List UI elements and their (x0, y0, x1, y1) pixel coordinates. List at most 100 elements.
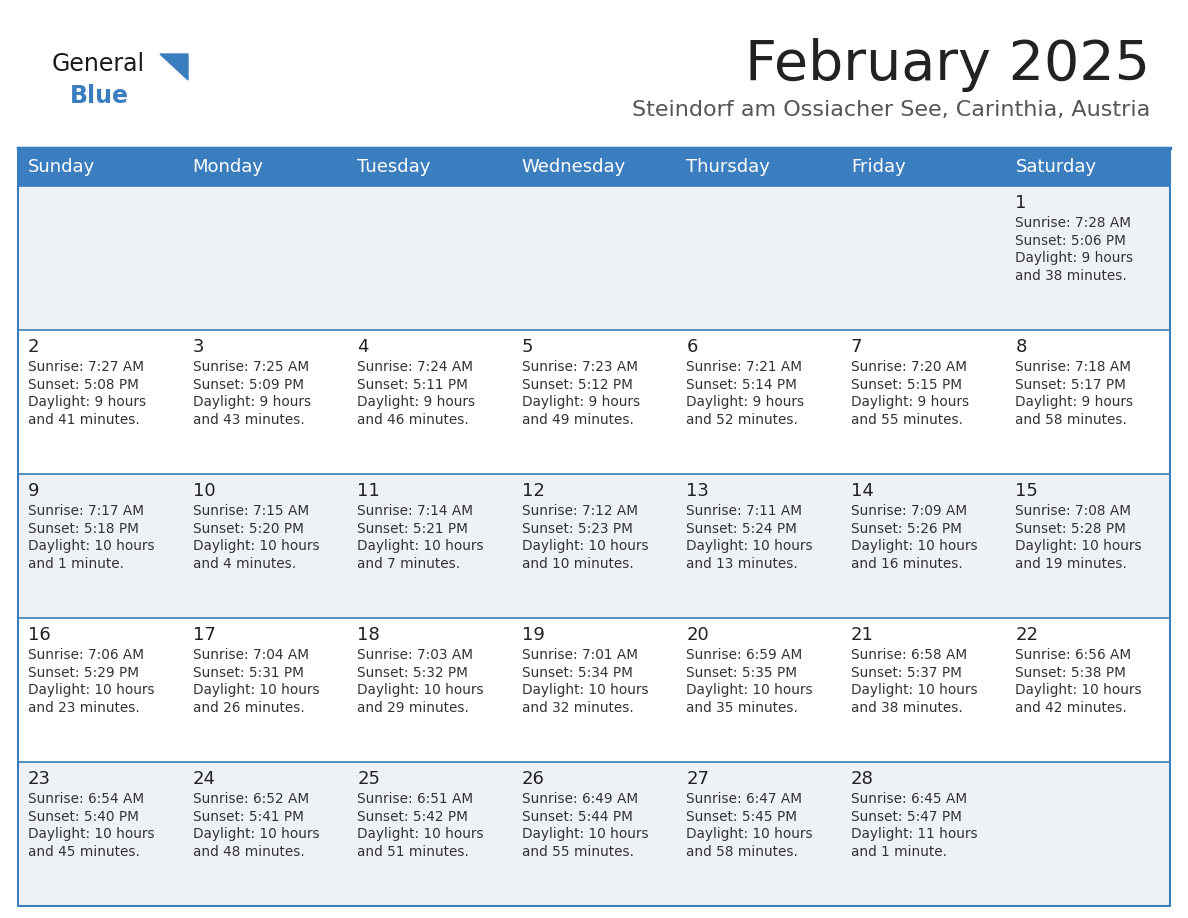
Text: 7: 7 (851, 338, 862, 356)
Text: Sunrise: 6:51 AM: Sunrise: 6:51 AM (358, 792, 473, 806)
Text: Daylight: 10 hours: Daylight: 10 hours (358, 827, 484, 841)
Text: Sunset: 5:20 PM: Sunset: 5:20 PM (192, 521, 303, 535)
Text: Daylight: 10 hours: Daylight: 10 hours (29, 827, 154, 841)
Text: Sunrise: 6:52 AM: Sunrise: 6:52 AM (192, 792, 309, 806)
Text: Sunrise: 7:17 AM: Sunrise: 7:17 AM (29, 504, 144, 518)
Text: Sunset: 5:28 PM: Sunset: 5:28 PM (1016, 521, 1126, 535)
Text: Wednesday: Wednesday (522, 158, 626, 176)
Text: Sunset: 5:11 PM: Sunset: 5:11 PM (358, 377, 468, 391)
Text: 12: 12 (522, 482, 544, 500)
Text: 2: 2 (29, 338, 39, 356)
Text: Saturday: Saturday (1016, 158, 1097, 176)
Text: Sunrise: 7:15 AM: Sunrise: 7:15 AM (192, 504, 309, 518)
Text: Daylight: 10 hours: Daylight: 10 hours (1016, 539, 1142, 553)
Text: Daylight: 10 hours: Daylight: 10 hours (522, 683, 649, 697)
Text: Sunrise: 7:27 AM: Sunrise: 7:27 AM (29, 360, 144, 374)
Text: Daylight: 9 hours: Daylight: 9 hours (522, 395, 640, 409)
Text: and 49 minutes.: and 49 minutes. (522, 412, 633, 427)
Text: Sunset: 5:35 PM: Sunset: 5:35 PM (687, 666, 797, 679)
Text: Sunrise: 7:12 AM: Sunrise: 7:12 AM (522, 504, 638, 518)
Text: and 55 minutes.: and 55 minutes. (851, 412, 962, 427)
Text: Daylight: 9 hours: Daylight: 9 hours (358, 395, 475, 409)
Text: Sunset: 5:09 PM: Sunset: 5:09 PM (192, 377, 304, 391)
Text: 1: 1 (1016, 194, 1026, 212)
Text: Daylight: 10 hours: Daylight: 10 hours (29, 539, 154, 553)
Text: and 45 minutes.: and 45 minutes. (29, 845, 140, 858)
Text: and 16 minutes.: and 16 minutes. (851, 556, 962, 570)
Text: Sunset: 5:21 PM: Sunset: 5:21 PM (358, 521, 468, 535)
Text: and 7 minutes.: and 7 minutes. (358, 556, 460, 570)
Text: and 35 minutes.: and 35 minutes. (687, 700, 798, 714)
Text: Daylight: 10 hours: Daylight: 10 hours (522, 827, 649, 841)
Text: Sunrise: 6:58 AM: Sunrise: 6:58 AM (851, 648, 967, 662)
Text: Sunset: 5:34 PM: Sunset: 5:34 PM (522, 666, 632, 679)
Text: and 58 minutes.: and 58 minutes. (687, 845, 798, 858)
Text: Sunset: 5:42 PM: Sunset: 5:42 PM (358, 810, 468, 823)
Text: Tuesday: Tuesday (358, 158, 430, 176)
Polygon shape (160, 54, 188, 80)
Text: and 1 minute.: and 1 minute. (29, 556, 124, 570)
Text: Sunrise: 7:20 AM: Sunrise: 7:20 AM (851, 360, 967, 374)
Text: and 23 minutes.: and 23 minutes. (29, 700, 140, 714)
Text: and 55 minutes.: and 55 minutes. (522, 845, 633, 858)
Text: Daylight: 10 hours: Daylight: 10 hours (29, 683, 154, 697)
Text: Sunrise: 7:03 AM: Sunrise: 7:03 AM (358, 648, 473, 662)
Text: 25: 25 (358, 770, 380, 788)
Text: Blue: Blue (70, 84, 129, 108)
Bar (18, 148, 1170, 906)
Text: Sunset: 5:37 PM: Sunset: 5:37 PM (851, 666, 962, 679)
Text: Sunset: 5:14 PM: Sunset: 5:14 PM (687, 377, 797, 391)
Text: Sunday: Sunday (29, 158, 95, 176)
Text: Sunrise: 7:04 AM: Sunrise: 7:04 AM (192, 648, 309, 662)
Text: Daylight: 9 hours: Daylight: 9 hours (687, 395, 804, 409)
Text: Sunrise: 6:56 AM: Sunrise: 6:56 AM (1016, 648, 1131, 662)
Text: 11: 11 (358, 482, 380, 500)
Text: 15: 15 (1016, 482, 1038, 500)
Text: Sunset: 5:26 PM: Sunset: 5:26 PM (851, 521, 962, 535)
Text: February 2025: February 2025 (745, 38, 1150, 92)
Text: Sunrise: 7:01 AM: Sunrise: 7:01 AM (522, 648, 638, 662)
Text: Sunrise: 6:49 AM: Sunrise: 6:49 AM (522, 792, 638, 806)
Text: General: General (52, 52, 145, 76)
Text: Daylight: 9 hours: Daylight: 9 hours (1016, 251, 1133, 265)
Text: Daylight: 9 hours: Daylight: 9 hours (192, 395, 311, 409)
Text: Daylight: 10 hours: Daylight: 10 hours (687, 683, 813, 697)
Text: 16: 16 (29, 626, 51, 644)
Text: 22: 22 (1016, 626, 1038, 644)
Text: 3: 3 (192, 338, 204, 356)
Text: 24: 24 (192, 770, 215, 788)
Text: Thursday: Thursday (687, 158, 770, 176)
Text: 18: 18 (358, 626, 380, 644)
Text: and 46 minutes.: and 46 minutes. (358, 412, 469, 427)
Text: and 10 minutes.: and 10 minutes. (522, 556, 633, 570)
Text: and 1 minute.: and 1 minute. (851, 845, 947, 858)
Text: and 32 minutes.: and 32 minutes. (522, 700, 633, 714)
Text: and 4 minutes.: and 4 minutes. (192, 556, 296, 570)
Text: Sunset: 5:24 PM: Sunset: 5:24 PM (687, 521, 797, 535)
Text: and 48 minutes.: and 48 minutes. (192, 845, 304, 858)
Text: 5: 5 (522, 338, 533, 356)
Text: and 51 minutes.: and 51 minutes. (358, 845, 469, 858)
Text: Sunrise: 7:21 AM: Sunrise: 7:21 AM (687, 360, 802, 374)
Text: Daylight: 11 hours: Daylight: 11 hours (851, 827, 978, 841)
Text: 4: 4 (358, 338, 368, 356)
Text: 10: 10 (192, 482, 215, 500)
Text: Daylight: 9 hours: Daylight: 9 hours (29, 395, 146, 409)
Text: Sunrise: 7:25 AM: Sunrise: 7:25 AM (192, 360, 309, 374)
Text: Sunset: 5:17 PM: Sunset: 5:17 PM (1016, 377, 1126, 391)
Text: Sunset: 5:29 PM: Sunset: 5:29 PM (29, 666, 139, 679)
Text: Daylight: 10 hours: Daylight: 10 hours (358, 683, 484, 697)
Text: Sunset: 5:44 PM: Sunset: 5:44 PM (522, 810, 632, 823)
Text: 9: 9 (29, 482, 39, 500)
Text: Sunset: 5:31 PM: Sunset: 5:31 PM (192, 666, 303, 679)
Text: 6: 6 (687, 338, 697, 356)
Bar (18, 148, 1170, 186)
Text: Sunrise: 6:54 AM: Sunrise: 6:54 AM (29, 792, 144, 806)
Text: Daylight: 10 hours: Daylight: 10 hours (687, 827, 813, 841)
Bar (18, 330, 1170, 474)
Text: Sunset: 5:15 PM: Sunset: 5:15 PM (851, 377, 962, 391)
Text: Monday: Monday (192, 158, 264, 176)
Text: Sunrise: 6:47 AM: Sunrise: 6:47 AM (687, 792, 802, 806)
Bar (18, 186, 1170, 330)
Text: 21: 21 (851, 626, 873, 644)
